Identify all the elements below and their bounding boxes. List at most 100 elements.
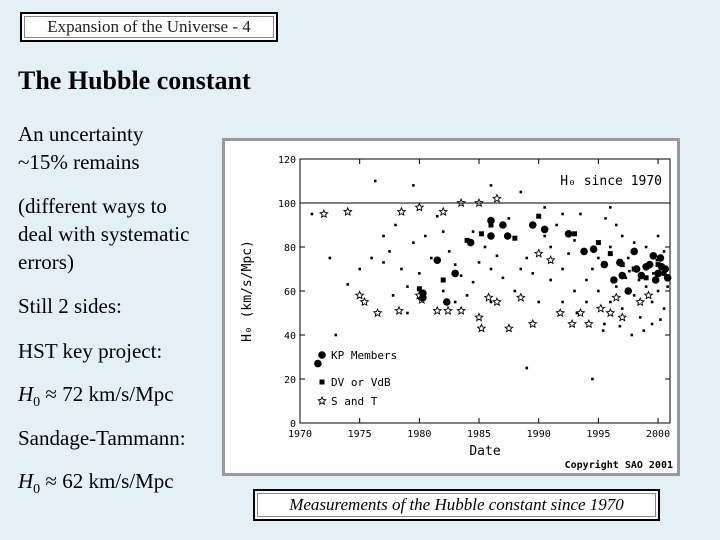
s-and-t-point	[533, 248, 544, 258]
other-point	[614, 223, 618, 227]
systematic-errors-text: (different ways to deal with systematic …	[18, 192, 189, 276]
s-and-t-point	[483, 292, 494, 302]
s-and-t-point	[504, 323, 514, 333]
s-and-t-point	[416, 294, 427, 304]
dv-or-vdb-point	[440, 277, 446, 283]
kp-members-point	[503, 232, 512, 240]
dv-or-vdb-point	[619, 262, 625, 268]
s-and-t-point	[476, 323, 487, 333]
legend-label: S and T	[331, 395, 378, 408]
legend-marker	[317, 395, 327, 406]
kp-members-point	[564, 230, 573, 238]
other-point	[501, 276, 505, 280]
kp-members-point	[656, 254, 665, 262]
other-point	[655, 258, 659, 262]
kp-members-point	[645, 260, 654, 269]
dv-or-vdb-point	[595, 240, 601, 246]
other-point	[525, 256, 529, 260]
other-point	[609, 206, 612, 209]
uncertainty-line-2: ~15% remains	[18, 150, 140, 174]
hst-value-text: ≈ 72 km/s/Mpc	[40, 382, 174, 406]
other-point	[609, 300, 612, 304]
uncertainty-text: An uncertainty ~15% remains	[18, 120, 143, 176]
other-point	[477, 261, 481, 264]
figure-caption: Measurements of the Hubble constant sinc…	[253, 489, 660, 521]
other-point	[424, 234, 427, 238]
sandage-h-subscript: 0	[33, 482, 41, 498]
other-point	[644, 245, 648, 249]
other-point	[561, 300, 564, 304]
s-and-t-point	[456, 197, 466, 208]
other-point	[628, 269, 631, 273]
other-point	[358, 267, 361, 271]
other-point	[591, 267, 594, 271]
kp-members-point	[499, 221, 507, 229]
other-point	[525, 366, 529, 370]
hst-h-symbol: H	[18, 382, 34, 406]
sandage-value-text: ≈ 62 km/s/Mpc	[40, 469, 174, 493]
other-point	[575, 311, 579, 315]
sandage-h-symbol: H	[18, 469, 34, 493]
other-point	[382, 261, 385, 264]
y-tick-label: 0	[290, 419, 296, 430]
s-and-t-point	[438, 206, 449, 216]
s-and-t-point	[492, 296, 502, 307]
copyright-label: Copyright SAO 2001	[565, 459, 673, 471]
kp-members-point	[433, 256, 442, 264]
y-tick-label: 20	[284, 375, 296, 386]
s-and-t-point	[474, 197, 484, 208]
y-tick-label: 120	[278, 155, 296, 166]
dv-or-vdb-point	[512, 235, 518, 241]
dv-or-vdb-point	[536, 213, 542, 219]
other-point	[579, 212, 582, 216]
other-point	[435, 214, 439, 218]
y-axis-label: H₀ (km/s/Mpc)	[240, 240, 255, 342]
kp-members-point	[618, 271, 627, 280]
other-point	[659, 318, 662, 321]
kp-members-point	[630, 247, 638, 256]
dv-or-vdb-point	[655, 262, 661, 268]
other-point	[373, 179, 377, 183]
other-point	[406, 285, 409, 288]
other-point	[597, 256, 600, 260]
s-and-t-point	[583, 318, 594, 329]
dv-or-vdb-point	[643, 275, 649, 281]
other-point	[624, 276, 628, 280]
other-point	[591, 377, 594, 381]
other-point	[483, 245, 487, 249]
other-point	[441, 289, 445, 293]
s-and-t-point	[372, 307, 383, 318]
other-point	[651, 272, 655, 275]
other-point	[618, 324, 622, 328]
other-point	[453, 300, 457, 304]
other-point	[394, 223, 397, 227]
other-point	[388, 250, 391, 253]
other-point	[489, 184, 493, 187]
s-and-t-point	[515, 292, 526, 302]
other-point	[519, 267, 523, 271]
y-tick-label: 80	[284, 243, 296, 254]
other-point	[346, 283, 350, 286]
other-point	[644, 285, 648, 288]
kp-members-point	[651, 276, 660, 284]
x-tick-label: 2000	[646, 429, 670, 440]
kp-members-point	[637, 271, 646, 280]
kp-members-point	[610, 276, 618, 284]
other-point	[656, 234, 660, 238]
s-and-t-point	[456, 305, 466, 315]
dv-or-vdb-point	[478, 231, 484, 237]
other-point	[549, 245, 552, 249]
other-point	[626, 256, 630, 260]
x-tick-label: 1975	[348, 429, 372, 440]
other-point	[310, 212, 314, 216]
other-point	[614, 285, 618, 288]
s-and-t-point	[617, 312, 628, 322]
other-point	[453, 263, 457, 266]
other-point	[471, 230, 475, 233]
other-point	[555, 223, 558, 227]
dv-or-vdb-point	[572, 231, 578, 237]
other-point	[391, 294, 395, 297]
s-and-t-point	[492, 193, 502, 203]
other-point	[328, 256, 332, 260]
other-point	[573, 289, 576, 293]
